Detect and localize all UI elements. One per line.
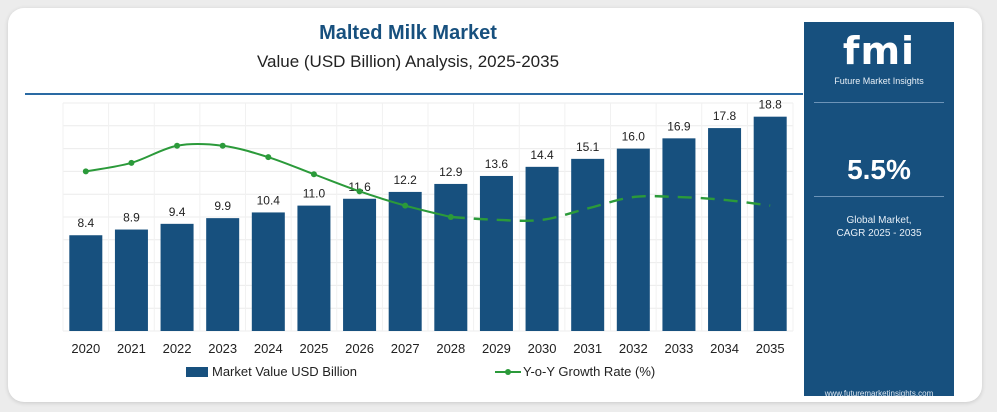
growth-point-2027 (402, 202, 409, 209)
growth-point-2028 (447, 214, 454, 220)
bar-value-label-2032: 16.0 (622, 130, 646, 144)
bar-2020 (69, 235, 103, 331)
growth-point-2024 (265, 154, 272, 161)
chart-title: Malted Milk Market (319, 22, 497, 44)
growth-point-2026 (356, 188, 363, 195)
cagr-value: 5.5% (847, 154, 911, 185)
logo-subtitle: Future Market Insights (834, 76, 924, 86)
sidebar-divider-mid (814, 196, 944, 197)
x-tick-label-2023: 2023 (208, 341, 237, 356)
x-tick-label-2029: 2029 (482, 341, 511, 356)
x-tick-label-2033: 2033 (664, 341, 693, 356)
x-tick-label-2034: 2034 (710, 341, 739, 356)
bar-2031 (571, 158, 605, 331)
x-tick-label-2032: 2032 (619, 341, 648, 356)
cagr-label-line1: Global Market, (846, 215, 912, 226)
x-tick-label-2021: 2021 (117, 341, 146, 356)
bar-value-label-2025: 11.0 (303, 187, 326, 201)
legend-bar-swatch (186, 366, 208, 377)
bar-2025 (297, 205, 331, 331)
bar-value-label-2023: 9.9 (214, 199, 231, 213)
bar-value-label-2035: 18.8 (759, 98, 783, 112)
bar-2034 (708, 128, 742, 331)
title-divider (25, 93, 803, 95)
x-tick-label-2024: 2024 (254, 341, 283, 356)
x-tick-label-2020: 2020 (71, 341, 100, 356)
bar-2032 (616, 148, 650, 331)
growth-point-2021 (128, 159, 135, 166)
cagr-label-line2: CAGR 2025 - 2035 (836, 228, 922, 239)
bar-value-label-2024: 10.4 (257, 193, 281, 207)
bar-value-label-2034: 17.8 (713, 109, 737, 123)
x-tick-label-2028: 2028 (436, 341, 465, 356)
legend-growth-rate: Y-o-Y Growth Rate (%) (495, 364, 655, 379)
bar-2035 (753, 116, 787, 332)
legend-line-swatch (495, 366, 521, 378)
fmi-logo: fmi (842, 29, 916, 73)
x-tick-label-2025: 2025 (299, 341, 328, 356)
growth-line-dashed (450, 194, 771, 223)
bar-value-label-2020: 8.4 (77, 216, 94, 230)
growth-point-2022 (174, 142, 181, 149)
bar-line-chart: 8.4 2020 8.9 2021 9.4 2022 9.9 2023 10.4 2024 11.0… (62, 98, 794, 356)
bar-2030 (525, 166, 559, 331)
growth-point-2023 (219, 142, 226, 149)
sidebar-panel: fmi Future Market Insights 5.5% Global M… (804, 22, 954, 398)
growth-point-2025 (310, 171, 317, 178)
sidebar-divider-top (814, 102, 944, 103)
growth-point-2020 (82, 168, 89, 175)
legend-market-value: Market Value USD Billion (186, 364, 357, 379)
bar-value-label-2033: 16.9 (667, 119, 691, 133)
bar-2024 (251, 212, 285, 331)
legend-line-label: Y-o-Y Growth Rate (%) (523, 364, 656, 379)
bar-value-label-2030: 14.4 (530, 148, 554, 162)
x-tick-label-2026: 2026 (345, 341, 374, 356)
bar-2029 (479, 175, 513, 331)
bar-value-label-2022: 9.4 (169, 205, 186, 219)
bar-2023 (206, 218, 240, 331)
bar-2022 (160, 223, 194, 331)
x-tick-label-2030: 2030 (528, 341, 557, 356)
bar-2021 (114, 229, 148, 331)
bar-2033 (662, 138, 696, 331)
bar-2028 (434, 183, 468, 331)
bar-2027 (388, 191, 422, 331)
bar-value-label-2029: 13.6 (485, 157, 509, 171)
bar-value-label-2027: 12.2 (394, 173, 418, 187)
chart-subtitle: Value (USD Billion) Analysis, 2025-2035 (256, 52, 560, 71)
x-tick-label-2035: 2035 (756, 341, 785, 356)
x-tick-label-2031: 2031 (573, 341, 602, 356)
x-tick-label-2022: 2022 (163, 341, 192, 356)
bar-value-label-2031: 15.1 (576, 140, 600, 154)
website-link[interactable]: www.futuremarketinsights.com (824, 389, 934, 398)
legend-bar-label: Market Value USD Billion (212, 364, 357, 379)
chart-card: Malted Milk Market Value (USD Billion) A… (8, 8, 982, 402)
x-tick-label-2027: 2027 (391, 341, 420, 356)
cagr-label: Global Market, CAGR 2025 - 2035 (804, 214, 954, 240)
bar-value-label-2028: 12.9 (439, 165, 463, 179)
bar-2026 (343, 198, 377, 331)
bar-value-label-2021: 8.9 (123, 211, 140, 225)
